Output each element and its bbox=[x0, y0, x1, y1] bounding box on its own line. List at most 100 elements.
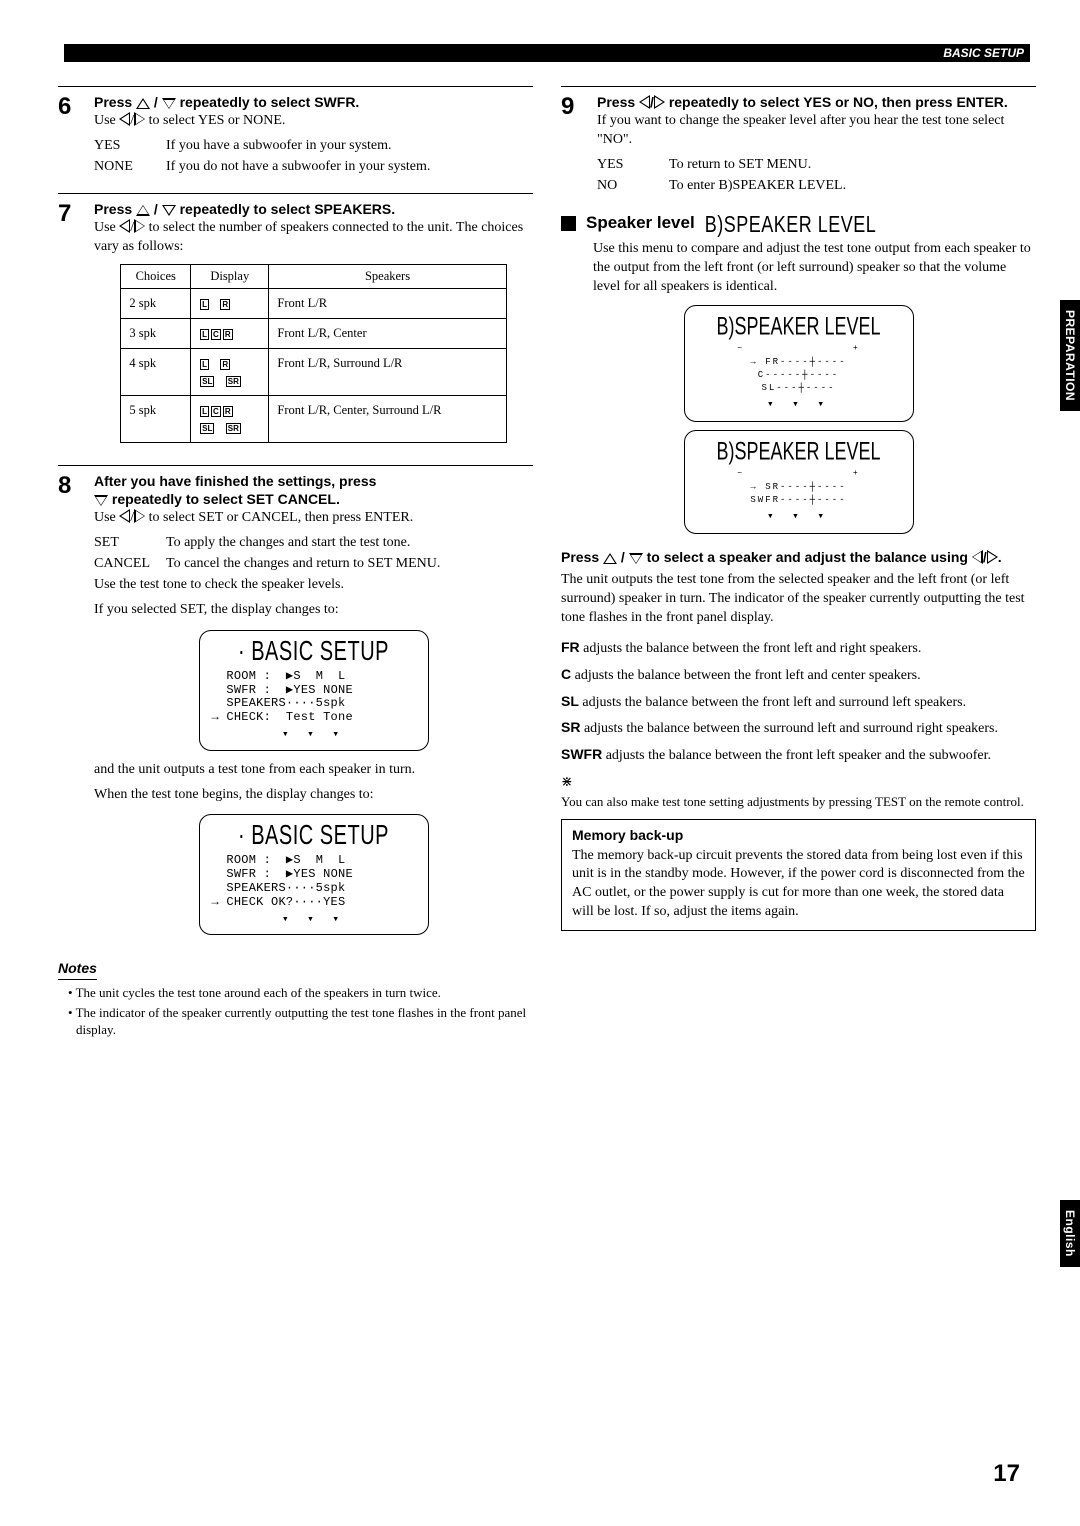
lcd-line: SWFR : ▶YES NONE bbox=[212, 684, 416, 698]
choices-table: ChoicesDisplaySpeakers2 spkL RFront L/R3… bbox=[120, 264, 506, 442]
table-cell: L R bbox=[191, 289, 269, 319]
notes-item: The indicator of the speaker currently o… bbox=[68, 1004, 533, 1039]
lcd2-title: · BASIC SETUP bbox=[212, 821, 416, 853]
level-row: → FR----┼---- bbox=[695, 356, 903, 368]
memory-body: The memory back-up circuit prevents the … bbox=[572, 847, 1025, 923]
adjust-item: FR adjusts the balance between the front… bbox=[561, 638, 1036, 659]
speaker-level-box-2: B)SPEAKER LEVEL − + → SR----┼---- SWFR--… bbox=[684, 430, 914, 534]
def-term: YES bbox=[597, 156, 669, 177]
lcd-line: → CHECK: Test Tone bbox=[212, 711, 416, 725]
table-cell: Front L/R, Center, Surround L/R bbox=[269, 395, 506, 442]
def-term: NONE bbox=[94, 158, 166, 179]
def-desc: To enter B)SPEAKER LEVEL. bbox=[669, 177, 852, 198]
table-cell: Front L/R, Surround L/R bbox=[269, 349, 506, 396]
lcd1-icons: ▾ ▾ ▾ bbox=[212, 729, 416, 742]
adjust-item: C adjusts the balance between the front … bbox=[561, 665, 1036, 686]
notes-list: The unit cycles the test tone around eac… bbox=[58, 984, 533, 1039]
notes-section: Notes The unit cycles the test tone arou… bbox=[58, 959, 533, 1039]
black-square-icon bbox=[561, 216, 576, 231]
speaker-level-para1: Use this menu to compare and adjust the … bbox=[593, 240, 1036, 297]
lcd1-title: · BASIC SETUP bbox=[212, 636, 416, 668]
step6-defs: YESIf you have a subwoofer in your syste… bbox=[94, 137, 436, 179]
lcd-line: SPEAKERS····5spk bbox=[212, 882, 416, 896]
def-term: YES bbox=[94, 137, 166, 158]
down-icon bbox=[162, 98, 176, 109]
lcd-line: SWFR : ▶YES NONE bbox=[212, 868, 416, 882]
level-box1-title: B)SPEAKER LEVEL bbox=[695, 309, 903, 343]
speaker-level-lcd-label: B)SPEAKER LEVEL bbox=[705, 208, 877, 240]
speaker-level-box-1: B)SPEAKER LEVEL − + → FR----┼---- C-----… bbox=[684, 305, 914, 422]
step7-use: Use / to select the number of speakers c… bbox=[94, 219, 533, 257]
side-tab-english: English bbox=[1060, 1200, 1080, 1267]
speaker-level-heading: Speaker level bbox=[586, 212, 695, 235]
step8-title: After you have finished the settings, pr… bbox=[94, 472, 533, 510]
level-row: → SR----┼---- bbox=[695, 481, 903, 493]
table-header: Display bbox=[191, 265, 269, 289]
table-header: Choices bbox=[121, 265, 191, 289]
def-term: SET bbox=[94, 534, 166, 555]
level1-icons: ▾ ▾ ▾ bbox=[695, 398, 903, 413]
level-row: SWFR----┼---- bbox=[695, 494, 903, 506]
header-bar: BASIC SETUP bbox=[64, 44, 1030, 62]
adjust-item: SWFR adjusts the balance between the fro… bbox=[561, 745, 1036, 766]
def-desc: If you do not have a subwoofer in your s… bbox=[166, 158, 436, 179]
step9-para1: If you want to change the speaker level … bbox=[597, 112, 1036, 150]
step7-title: Press / repeatedly to select SPEAKERS. bbox=[94, 200, 533, 219]
step6-title: Press / repeatedly to select SWFR. bbox=[94, 93, 533, 112]
def-desc: To return to SET MENU. bbox=[669, 156, 852, 177]
table-cell: 2 spk bbox=[121, 289, 191, 319]
speaker-level-sub2: Press / to select a speaker and adjust t… bbox=[561, 548, 1036, 567]
left-icon bbox=[119, 112, 130, 126]
level-box2-title: B)SPEAKER LEVEL bbox=[695, 434, 903, 468]
table-cell: LCR bbox=[191, 319, 269, 349]
lcd-display-1: · BASIC SETUP ROOM : ▶S M L SWFR : ▶YES … bbox=[199, 630, 429, 751]
adjusts-list: FR adjusts the balance between the front… bbox=[561, 638, 1036, 766]
table-cell: L RSL SR bbox=[191, 349, 269, 396]
content-columns: 6 Press / repeatedly to select SWFR. Use… bbox=[58, 86, 1036, 1041]
notes-item: The unit cycles the test tone around eac… bbox=[68, 984, 533, 1002]
def-term: NO bbox=[597, 177, 669, 198]
step8-para4: and the unit outputs a test tone from ea… bbox=[94, 761, 533, 780]
def-desc: To cancel the changes and return to SET … bbox=[166, 555, 446, 576]
adjust-item: SR adjusts the balance between the surro… bbox=[561, 718, 1036, 739]
lcd-line: SPEAKERS····5spk bbox=[212, 697, 416, 711]
table-cell: 3 spk bbox=[121, 319, 191, 349]
notes-heading: Notes bbox=[58, 959, 97, 980]
level2-icons: ▾ ▾ ▾ bbox=[695, 510, 903, 525]
adjust-item: SL adjusts the balance between the front… bbox=[561, 692, 1036, 713]
lcd2-icons: ▾ ▾ ▾ bbox=[212, 914, 416, 927]
speaker-level-heading-row: Speaker level B)SPEAKER LEVEL bbox=[561, 212, 1036, 236]
step9-defs: YESTo return to SET MENU.NOTo enter B)SP… bbox=[597, 156, 852, 198]
step8-para5: When the test tone begins, the display c… bbox=[94, 786, 533, 805]
table-cell: LCRSL SR bbox=[191, 395, 269, 442]
step6-use: Use / to select YES or NONE. bbox=[94, 112, 533, 131]
side-tab-preparation: PREPARATION bbox=[1060, 300, 1080, 411]
right-column: 9 Press / repeatedly to select YES or NO… bbox=[561, 86, 1036, 1041]
step-9: 9 Press / repeatedly to select YES or NO… bbox=[561, 86, 1036, 197]
step-6: 6 Press / repeatedly to select SWFR. Use… bbox=[58, 86, 533, 179]
level-row: SL---┼---- bbox=[695, 382, 903, 394]
step8-use: Use / to select SET or CANCEL, then pres… bbox=[94, 509, 533, 528]
table-cell: 4 spk bbox=[121, 349, 191, 396]
memory-heading: Memory back-up bbox=[572, 826, 1025, 845]
table-cell: Front L/R, Center bbox=[269, 319, 506, 349]
lcd-line: ROOM : ▶S M L bbox=[212, 854, 416, 868]
step-num-7: 7 bbox=[58, 198, 86, 451]
def-desc: If you have a subwoofer in your system. bbox=[166, 137, 436, 158]
speaker-level-tip: You can also make test tone setting adju… bbox=[561, 793, 1036, 811]
lcd-display-2: · BASIC SETUP ROOM : ▶S M L SWFR : ▶YES … bbox=[199, 814, 429, 935]
level-row: C-----┼---- bbox=[695, 369, 903, 381]
step-num-6: 6 bbox=[58, 91, 86, 179]
step-num-9: 9 bbox=[561, 91, 589, 197]
lcd-line: → CHECK OK?····YES bbox=[212, 896, 416, 910]
table-header: Speakers bbox=[269, 265, 506, 289]
table-cell: 5 spk bbox=[121, 395, 191, 442]
step8-defs: SETTo apply the changes and start the te… bbox=[94, 534, 446, 576]
step8-para2: Use the test tone to check the speaker l… bbox=[94, 576, 533, 595]
step9-title: Press / repeatedly to select YES or NO, … bbox=[597, 93, 1036, 112]
def-desc: To apply the changes and start the test … bbox=[166, 534, 446, 555]
up-icon bbox=[136, 98, 150, 109]
step-7: 7 Press / repeatedly to select SPEAKERS.… bbox=[58, 193, 533, 451]
memory-backup-box: Memory back-up The memory back-up circui… bbox=[561, 819, 1036, 931]
def-term: CANCEL bbox=[94, 555, 166, 576]
